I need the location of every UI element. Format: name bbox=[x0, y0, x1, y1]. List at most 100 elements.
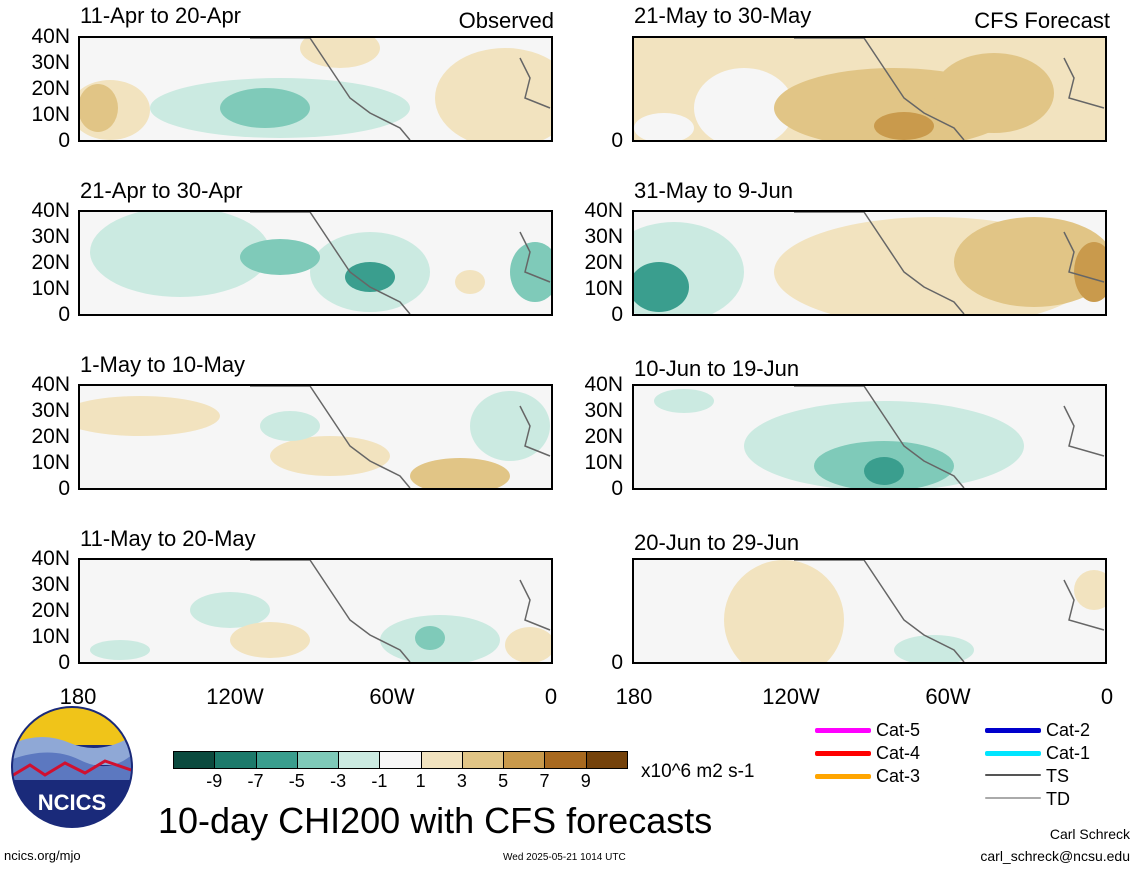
legend-swatch bbox=[985, 774, 1041, 776]
legend-swatch bbox=[815, 751, 871, 756]
colorbar-swatch bbox=[173, 751, 216, 769]
x-label: 180 bbox=[615, 684, 653, 709]
y-label: 10N bbox=[31, 103, 70, 126]
legend-swatch bbox=[985, 728, 1041, 733]
colorbar-label: -7 bbox=[247, 771, 264, 791]
y-label: 40N bbox=[31, 25, 70, 48]
legend-swatch bbox=[815, 774, 871, 779]
panel-title-obs-3: 1-May to 10-May bbox=[80, 352, 246, 377]
y-label: 0 bbox=[58, 477, 70, 500]
y-label: 30N bbox=[31, 51, 70, 74]
colorbar-swatch bbox=[585, 751, 628, 769]
y-label: 0 bbox=[611, 303, 623, 326]
x-label: 60W bbox=[925, 684, 971, 709]
colorbar-swatch bbox=[420, 751, 463, 769]
legend-swatch bbox=[985, 751, 1041, 756]
source-url: ncics.org/mjo bbox=[4, 848, 81, 863]
timestamp: Wed 2025-05-21 1014 UTC bbox=[503, 852, 626, 863]
legend-label: Cat-3 bbox=[876, 766, 921, 786]
map-field bbox=[634, 212, 1105, 314]
forecast-tag: CFS Forecast bbox=[974, 8, 1110, 33]
colorbar-swatch bbox=[461, 751, 505, 769]
legend-swatch bbox=[815, 728, 871, 733]
y-label: 40N bbox=[31, 199, 70, 222]
x-label: 180 bbox=[59, 684, 97, 709]
panel-title-fcst-4: 20-Jun to 29-Jun bbox=[634, 530, 800, 555]
y-label: 40N bbox=[584, 373, 623, 396]
map-field bbox=[654, 386, 1105, 488]
map-panel-obs-1 bbox=[78, 36, 553, 142]
y-label: 20N bbox=[31, 425, 70, 448]
map-field bbox=[80, 38, 551, 140]
map-panel-fcst-2 bbox=[632, 210, 1107, 316]
panel-title-obs-4: 11-May to 20-May bbox=[80, 526, 256, 551]
y-label: 30N bbox=[31, 399, 70, 422]
observed-tag: Observed bbox=[458, 8, 554, 33]
colorbar-label: -1 bbox=[371, 771, 388, 791]
map-panel-obs-4 bbox=[78, 558, 553, 664]
panel-title-obs-2: 21-Apr to 30-Apr bbox=[80, 178, 243, 203]
y-label: 20N bbox=[584, 251, 623, 274]
colorbar-label: 5 bbox=[498, 771, 509, 791]
colorbar-swatch bbox=[544, 751, 587, 769]
colorbar-swatch bbox=[296, 751, 340, 769]
y-label: 30N bbox=[31, 573, 70, 596]
y-label: 20N bbox=[584, 425, 623, 448]
panel-title-fcst-3: 10-Jun to 19-Jun bbox=[634, 356, 800, 381]
colorbar-label: 9 bbox=[580, 771, 591, 791]
map-panel-obs-2 bbox=[78, 210, 553, 316]
y-label: 10N bbox=[584, 451, 623, 474]
y-label: 0 bbox=[611, 651, 623, 674]
globe-icon: NCICS bbox=[11, 706, 133, 828]
colorbar-swatch bbox=[338, 751, 381, 769]
y-label: 40N bbox=[31, 373, 70, 396]
legend-label: Cat-4 bbox=[876, 743, 921, 763]
map-panel-fcst-4 bbox=[632, 558, 1107, 664]
x-label: 0 bbox=[1100, 684, 1114, 709]
author-name: Carl Schreck bbox=[1049, 826, 1130, 842]
colorbar-label: 7 bbox=[539, 771, 550, 791]
colorbar-swatch bbox=[379, 751, 422, 769]
x-label: 60W bbox=[369, 684, 415, 709]
author-email: carl_schreck@ncsu.edu bbox=[980, 848, 1130, 864]
y-label: 10N bbox=[31, 451, 70, 474]
y-label: 10N bbox=[584, 277, 623, 300]
logo-text: NCICS bbox=[38, 790, 106, 815]
chart-title: 10-day CHI200 with CFS forecasts bbox=[158, 800, 713, 841]
ncics-logo: NCICS bbox=[10, 705, 134, 829]
y-label: 30N bbox=[584, 225, 623, 248]
y-label: 10N bbox=[31, 277, 70, 300]
legend-label: Cat-5 bbox=[876, 720, 921, 740]
x-label: 120W bbox=[762, 684, 820, 709]
x-label: 120W bbox=[206, 684, 264, 709]
y-label: 0 bbox=[58, 129, 70, 152]
y-label: 0 bbox=[58, 303, 70, 326]
legend-label: Cat-2 bbox=[1046, 720, 1091, 740]
panel-title-fcst-2: 31-May to 9-Jun bbox=[634, 178, 793, 203]
colorbar-label: 3 bbox=[456, 771, 467, 791]
map-field bbox=[90, 560, 551, 662]
y-label: 40N bbox=[31, 547, 70, 570]
legend-label: TS bbox=[1046, 766, 1070, 786]
colorbar-label: -3 bbox=[330, 771, 347, 791]
map-panel-fcst-3 bbox=[632, 384, 1107, 490]
map-panel-obs-3 bbox=[78, 384, 553, 490]
colorbar-label: -5 bbox=[288, 771, 305, 791]
map-panel-fcst-1 bbox=[632, 36, 1107, 142]
y-label: 20N bbox=[31, 599, 70, 622]
x-label: 0 bbox=[544, 684, 558, 709]
map-field bbox=[80, 386, 551, 488]
colorbar-swatch bbox=[503, 751, 546, 769]
legend-swatch bbox=[985, 797, 1041, 799]
colorbar-units: x10^6 m2 s-1 bbox=[641, 761, 755, 782]
y-label: 20N bbox=[31, 77, 70, 100]
colorbar-swatch bbox=[255, 751, 298, 769]
y-label: 40N bbox=[584, 199, 623, 222]
map-field bbox=[90, 212, 551, 314]
y-label: 0 bbox=[58, 651, 70, 674]
legend-label: TD bbox=[1046, 789, 1070, 809]
y-label: 0 bbox=[611, 477, 623, 500]
y-label: 0 bbox=[611, 129, 623, 152]
y-label: 30N bbox=[584, 399, 623, 422]
y-label: 10N bbox=[31, 625, 70, 648]
